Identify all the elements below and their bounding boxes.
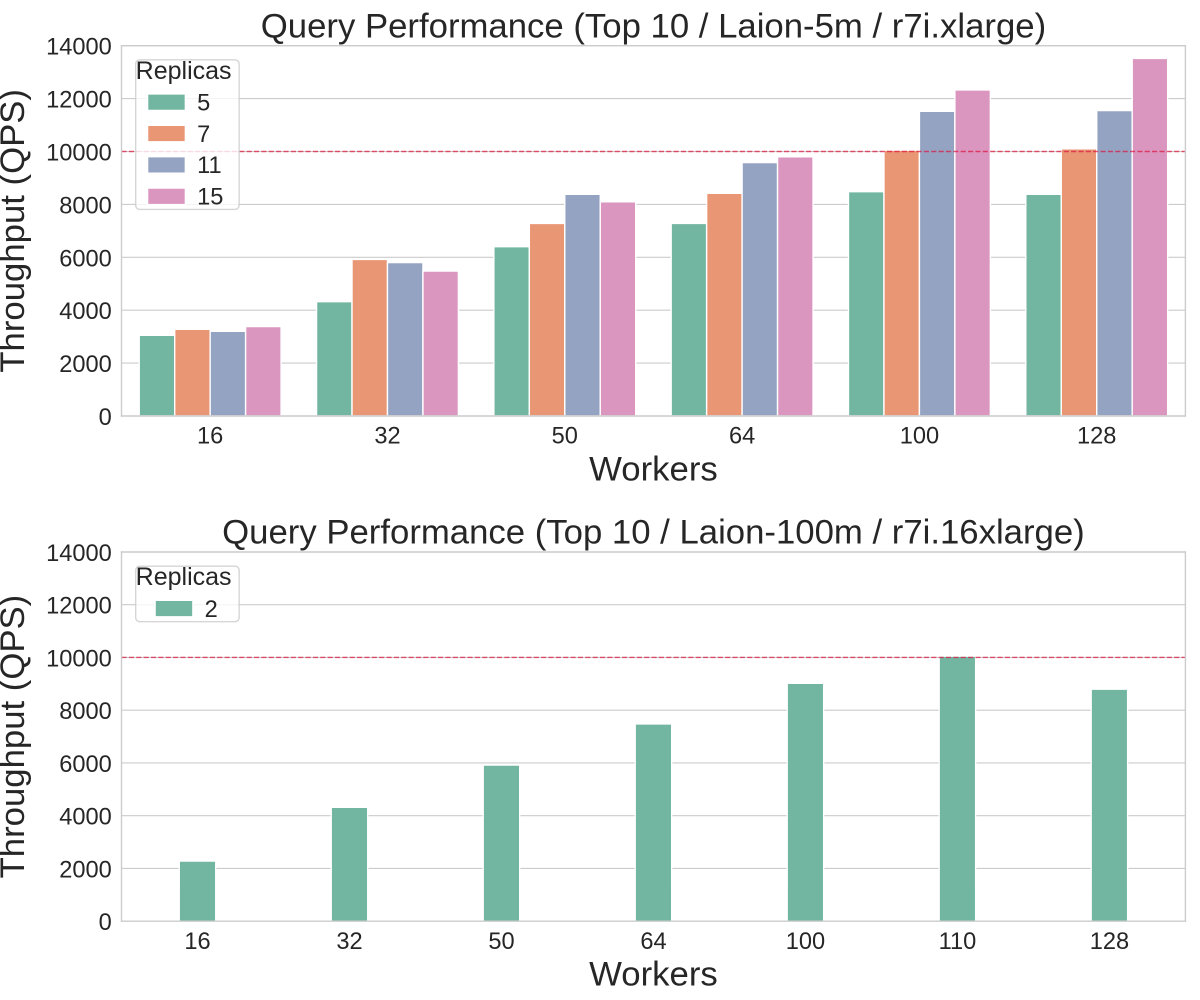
svg-text:100: 100 (786, 929, 825, 955)
svg-text:50: 50 (552, 424, 578, 450)
svg-text:0: 0 (99, 910, 112, 936)
svg-text:110: 110 (939, 929, 977, 955)
svg-text:11: 11 (197, 153, 222, 179)
svg-text:8000: 8000 (59, 699, 112, 725)
svg-text:6000: 6000 (59, 246, 112, 272)
svg-text:Query Performance (Top 10 / La: Query Performance (Top 10 / Laion-5m / r… (261, 7, 1046, 45)
svg-text:7: 7 (197, 122, 210, 148)
svg-text:Query Performance (Top 10 / La: Query Performance (Top 10 / Laion-100m /… (222, 514, 1085, 552)
svg-text:Replicas: Replicas (136, 57, 232, 85)
svg-text:50: 50 (488, 929, 514, 955)
svg-text:Replicas: Replicas (136, 563, 232, 591)
svg-text:128: 128 (1090, 929, 1129, 955)
svg-text:64: 64 (729, 424, 755, 450)
svg-text:14000: 14000 (46, 35, 112, 61)
svg-text:5: 5 (197, 91, 210, 117)
svg-text:16: 16 (184, 929, 210, 955)
svg-text:10000: 10000 (46, 140, 112, 166)
svg-text:32: 32 (374, 424, 400, 450)
svg-text:2000: 2000 (59, 857, 112, 883)
svg-text:Workers: Workers (589, 451, 718, 489)
svg-text:2000: 2000 (59, 352, 112, 378)
svg-text:0: 0 (99, 405, 112, 431)
svg-text:100: 100 (900, 424, 939, 450)
svg-text:128: 128 (1077, 424, 1116, 450)
svg-text:12000: 12000 (46, 594, 112, 620)
svg-text:6000: 6000 (59, 752, 112, 778)
svg-text:32: 32 (336, 929, 362, 955)
svg-text:Workers: Workers (589, 956, 718, 994)
svg-text:4000: 4000 (59, 299, 112, 325)
svg-text:12000: 12000 (46, 88, 112, 114)
svg-text:Throughput (QPS): Throughput (QPS) (0, 89, 32, 373)
svg-text:64: 64 (640, 929, 666, 955)
svg-text:2: 2 (205, 597, 218, 623)
svg-text:16: 16 (197, 424, 223, 450)
svg-text:8000: 8000 (59, 193, 112, 219)
svg-text:14000: 14000 (46, 541, 112, 567)
svg-text:10000: 10000 (46, 646, 112, 672)
svg-text:Throughput (QPS): Throughput (QPS) (0, 595, 32, 879)
svg-text:15: 15 (197, 185, 223, 211)
svg-text:4000: 4000 (59, 805, 112, 831)
